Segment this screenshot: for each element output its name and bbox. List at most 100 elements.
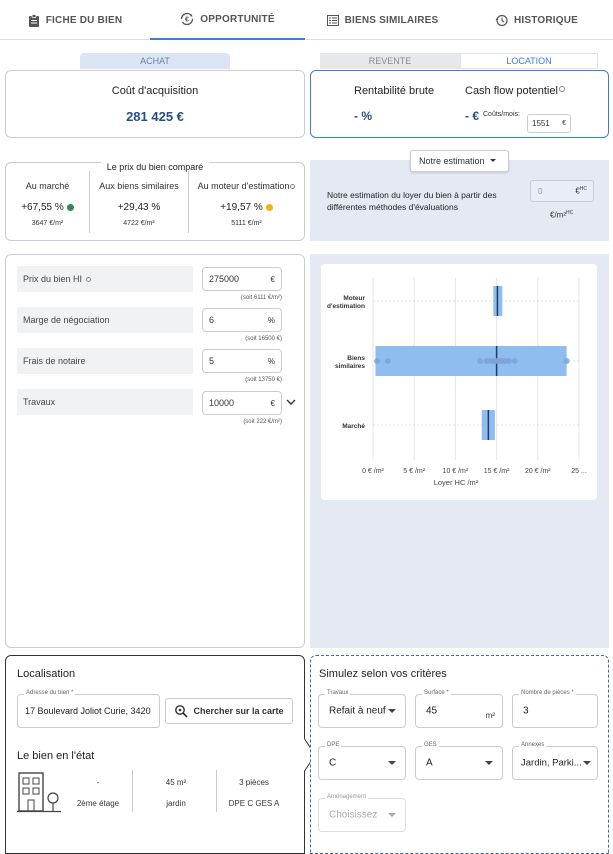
field-note: (soit 16500 €) — [245, 336, 282, 342]
x-tick-label: 25 ... — [571, 468, 587, 475]
pieces-input[interactable]: Nombre de pièces * 3 — [512, 690, 598, 728]
building-icon — [17, 772, 61, 813]
field-value: 275000 — [209, 274, 240, 284]
segment-location[interactable]: LOCATION — [460, 53, 598, 69]
data-point — [477, 358, 484, 364]
compare-col-moteur: Au moteur d'estimation +19,57 % 5111 €/m… — [189, 163, 304, 240]
tab-historique[interactable]: HISTORIQUE — [460, 0, 613, 40]
chart-card: 0 € /m² 5 € /m² 10 € /m² 15 € /m² 20 € /m² 25… — [321, 264, 597, 500]
field-label-travaux: Travaux — [17, 389, 193, 415]
estimation-input[interactable]: 0 €HC — [530, 180, 594, 202]
tab-label: OPPORTUNITÉ — [200, 13, 275, 25]
top-nav: FICHE DU BIEN € OPPORTUNITÉ BIENS SIMILA… — [0, 0, 613, 40]
address-value: 17 Boulevard Joliot Curie, 3420 — [25, 706, 151, 716]
dpe-select[interactable]: DPE C — [318, 742, 406, 780]
etat-bottom: jardin — [166, 799, 186, 808]
estimation-unit: €HC — [575, 186, 587, 196]
couts-value: 1551 — [532, 119, 550, 128]
select-value: Refait à neuf — [329, 705, 386, 717]
map-search-button[interactable]: Chercher sur la carte — [165, 698, 293, 724]
input-value: 3 — [523, 705, 529, 717]
tab-fiche-du-bien[interactable]: FICHE DU BIEN — [0, 0, 150, 40]
select-label: GES — [422, 742, 439, 748]
info-icon[interactable] — [86, 276, 92, 282]
compare-pct: +29,43 % — [117, 202, 161, 213]
cashflow-title: Cash flow potentiel — [465, 85, 558, 97]
field-unit: € — [270, 274, 275, 284]
travaux-input[interactable]: 10000 € — [202, 391, 282, 415]
compare-col-marche: Au marché +67,55 % 3647 €/m² — [6, 163, 89, 240]
etat-top: - — [96, 778, 100, 787]
history-icon — [495, 14, 508, 26]
field-label-marge: Marge de négociation — [17, 307, 193, 333]
localisation-title: Localisation — [17, 668, 76, 680]
category-label: Biens — [347, 355, 365, 362]
segment-revente[interactable]: REVENTE — [320, 53, 460, 69]
x-axis-label: Loyer HC /m² — [434, 478, 479, 487]
amenagement-select[interactable]: Aménagement Choisissez — [318, 794, 406, 832]
etat-top: 3 pièces — [239, 778, 269, 787]
surface-input[interactable]: Surface * 45 m² — [415, 690, 503, 728]
field-note: (soit 6111 €/m²) — [240, 295, 282, 301]
compare-sub: 4722 €/m² — [123, 220, 155, 227]
map-search-icon — [175, 705, 189, 718]
data-point — [384, 358, 391, 364]
compare-label: Aux biens similaires — [99, 181, 179, 191]
field-label-prix: Prix du bien HI — [17, 266, 193, 292]
compare-label: Au marché — [25, 181, 70, 191]
list-icon — [326, 14, 339, 26]
x-tick-label: 10 € /m² — [443, 468, 469, 475]
tab-label: HISTORIQUE — [513, 14, 579, 26]
frais-input[interactable]: 5% — [202, 349, 282, 373]
category-label: Marché — [342, 423, 365, 430]
info-icon[interactable] — [559, 86, 565, 92]
data-point — [563, 358, 570, 364]
estimation-box: Notre estimation Notre estimation du loy… — [310, 150, 609, 241]
segment-label: REVENTE — [368, 56, 412, 66]
caret-down-icon — [490, 159, 496, 162]
box-rect — [375, 346, 567, 376]
localisation-card: Localisation Adresse du bien * 17 Boulev… — [5, 655, 305, 854]
caret-down-icon — [388, 709, 396, 713]
tab-biens-similaires[interactable]: BIENS SIMILAIRES — [305, 0, 460, 40]
ges-select[interactable]: GES A — [415, 742, 503, 780]
tab-label: FICHE DU BIEN — [45, 14, 123, 26]
simulez-card: Simulez selon vos critères Travaux Refai… — [310, 655, 609, 854]
estimation-per: €/m²HC — [550, 210, 574, 220]
divider — [216, 770, 217, 812]
select-value: C — [329, 757, 337, 769]
category-label: similaires — [335, 363, 365, 370]
green-dot-icon — [66, 203, 74, 211]
info-icon[interactable] — [290, 184, 296, 189]
acquisition-title: Coût d'acquisition — [111, 85, 199, 97]
address-field[interactable]: Adresse du bien * 17 Boulevard Joliot Cu… — [17, 690, 160, 728]
tab-opportunite[interactable]: € OPPORTUNITÉ — [150, 0, 305, 40]
estimation-button[interactable]: Notre estimation — [410, 150, 509, 172]
couts-input[interactable]: 1551 € — [527, 114, 571, 133]
field-note: (soit 13750 €) — [245, 377, 282, 383]
travaux-select[interactable]: Travaux Refait à neuf — [318, 690, 406, 728]
caret-down-icon — [583, 761, 591, 765]
compare-pct: +67,55 % — [6, 202, 89, 213]
chevron-down-icon[interactable] — [286, 399, 296, 406]
data-point — [483, 358, 490, 364]
fields-card: Prix du bien HI 275000 € (soit 6111 €/m²)… — [5, 254, 305, 648]
caret-down-icon — [388, 761, 396, 765]
divider — [132, 770, 133, 812]
segment-achat[interactable]: ACHAT — [80, 53, 230, 69]
cashflow-value: - € — [465, 109, 480, 123]
rentabilite-title: Rentabilité brute — [354, 85, 435, 97]
select-value: Choisissez — [329, 809, 378, 821]
compare-sub: 3647 €/m² — [31, 220, 64, 227]
prix-input[interactable]: 275000 € — [202, 267, 282, 291]
category-label: Moteur — [343, 295, 365, 302]
couts-unit: € — [562, 120, 566, 127]
field-unit: % — [267, 356, 275, 366]
tab-label: BIENS SIMILAIRES — [344, 14, 439, 26]
annexes-select[interactable]: Annexes Jardin, Parki... — [512, 742, 598, 780]
map-search-label: Chercher sur la carte — [193, 706, 284, 716]
marge-input[interactable]: 6% — [202, 308, 282, 332]
chart-box: 0 € /m² 5 € /m² 10 € /m² 15 € /m² 20 € /m² 25… — [310, 254, 609, 648]
box-chart: 0 € /m² 5 € /m² 10 € /m² 15 € /m² 20 € /m² 25… — [327, 278, 587, 487]
compare-sub: 5111 €/m² — [231, 220, 262, 227]
